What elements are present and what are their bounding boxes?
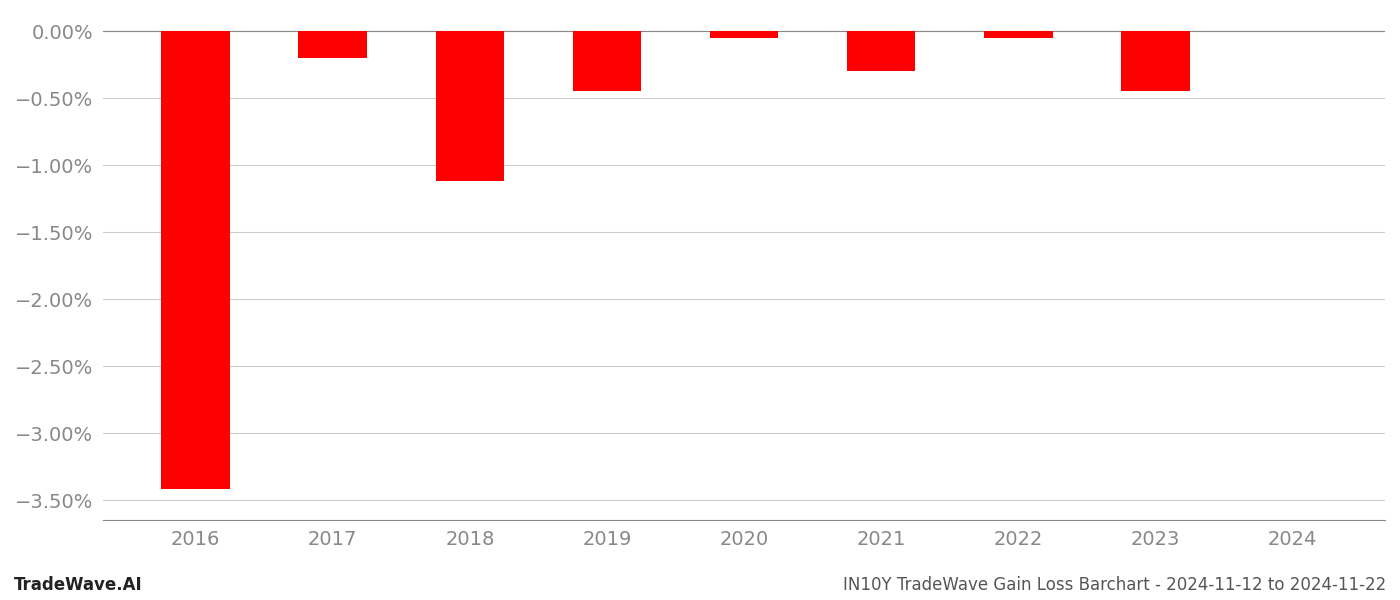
Text: TradeWave.AI: TradeWave.AI [14,576,143,594]
Bar [573,31,641,91]
Bar [1121,31,1190,91]
Bar [161,31,230,490]
Bar [298,31,367,58]
Bar [710,31,778,38]
Bar [435,31,504,181]
Bar [847,31,916,71]
Text: IN10Y TradeWave Gain Loss Barchart - 2024-11-12 to 2024-11-22: IN10Y TradeWave Gain Loss Barchart - 202… [843,576,1386,594]
Bar [984,31,1053,38]
